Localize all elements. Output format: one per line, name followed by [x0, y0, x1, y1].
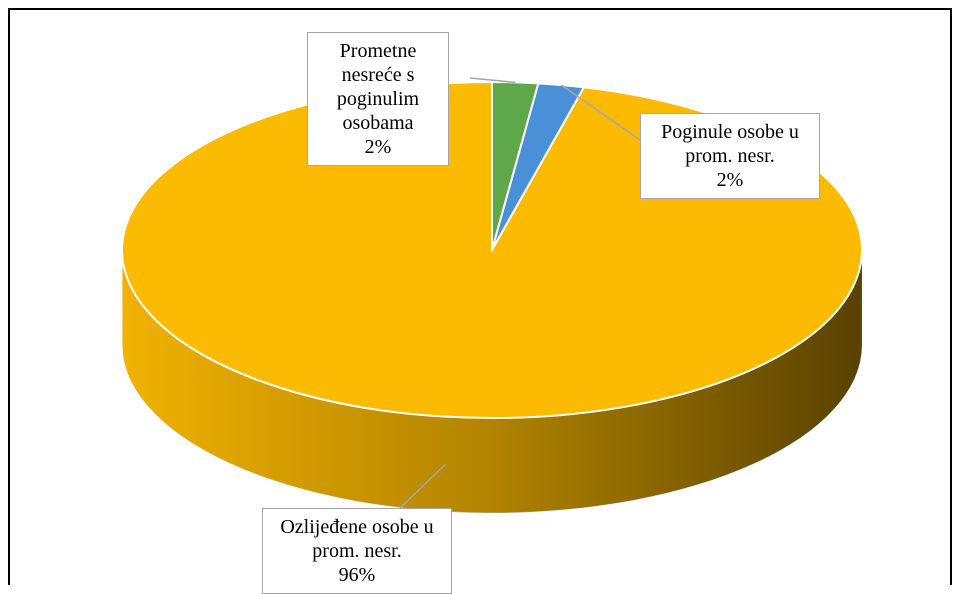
data-label: Poginule osobe u prom. nesr. 2% — [640, 113, 820, 199]
leader-line — [399, 463, 447, 509]
leader-line — [469, 77, 516, 84]
label-value: 2% — [716, 169, 744, 191]
label-category: Poginule osobe u prom. nesr. — [661, 121, 799, 167]
label-category: Ozlijeđene osobe u prom. nesr. — [280, 516, 434, 562]
label-value: 96% — [338, 564, 376, 586]
frame — [8, 8, 952, 585]
data-label: Ozlijeđene osobe u prom. nesr. 96% — [262, 508, 452, 594]
label-category: Prometne nesreće s poginulim osobama — [336, 40, 420, 134]
slice-side-shade — [122, 250, 862, 513]
data-label: Prometne nesreće s poginulim osobama 2% — [307, 32, 449, 166]
label-value: 2% — [364, 136, 392, 158]
leader-line — [560, 84, 641, 141]
